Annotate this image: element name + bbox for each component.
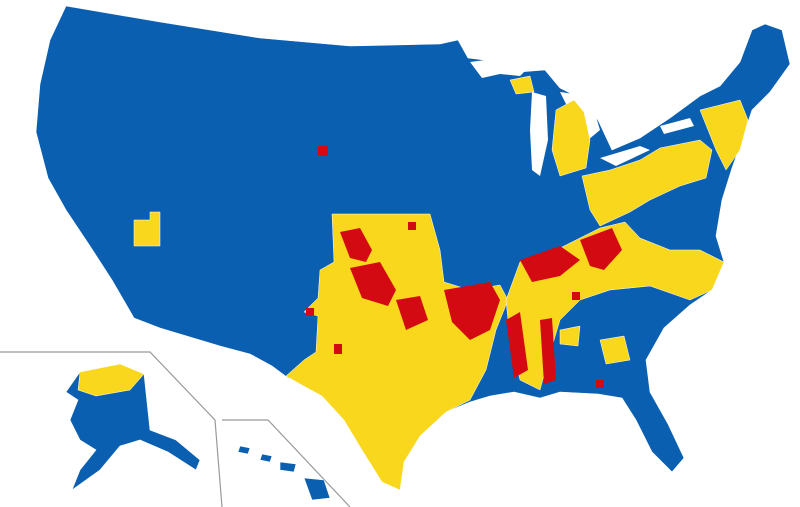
lake-michigan (530, 92, 548, 176)
lake-ontario (660, 118, 694, 134)
county (318, 146, 328, 156)
county (340, 228, 372, 262)
county (572, 292, 580, 300)
county (350, 262, 396, 306)
county (506, 312, 528, 378)
island (303, 477, 331, 501)
lake-superior (470, 58, 530, 78)
region-carolinas (559, 325, 581, 347)
county (520, 246, 580, 282)
county (580, 228, 622, 270)
region-utah (133, 211, 161, 247)
inset-frame-alaska (0, 351, 223, 507)
region-georgia (599, 335, 631, 365)
county (396, 296, 428, 330)
inset-frame-hawaii (222, 419, 351, 507)
island (279, 461, 297, 473)
alaska-north (77, 363, 145, 397)
county (444, 282, 500, 340)
red-counties (306, 146, 622, 388)
region-ohio-pennsylvania (581, 139, 713, 227)
island (237, 445, 251, 455)
region-michigan (551, 99, 591, 177)
hawaii (237, 445, 331, 501)
region-wisconsin (509, 75, 535, 95)
county (596, 380, 604, 388)
county (540, 318, 556, 384)
county (306, 308, 314, 316)
county (334, 344, 342, 354)
lake-erie (600, 146, 650, 166)
county (408, 222, 416, 230)
island (259, 453, 273, 463)
region-new-york (699, 99, 749, 171)
